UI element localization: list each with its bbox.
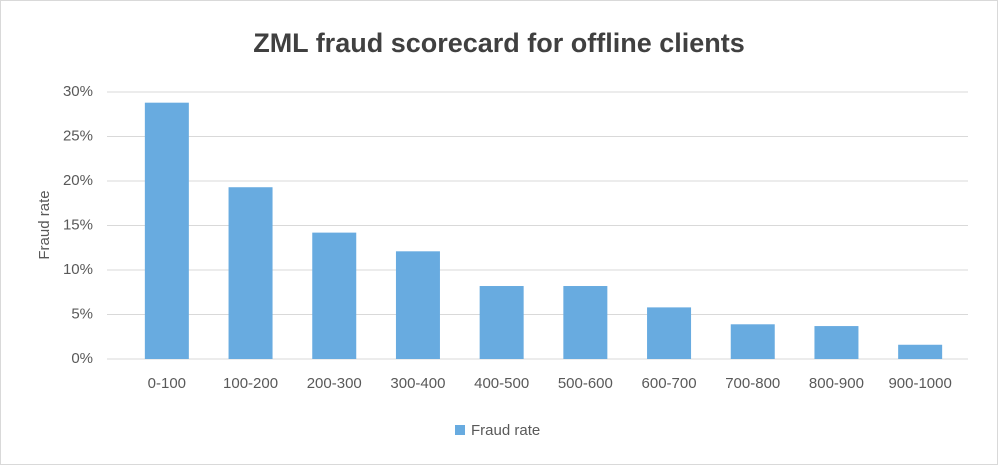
bar (479, 286, 524, 359)
bar (730, 324, 775, 359)
y-tick-label: 10% (63, 261, 93, 278)
bar (395, 251, 440, 359)
bar (228, 187, 273, 359)
bar (144, 102, 189, 360)
bar (647, 307, 692, 359)
y-tick-label: 0% (71, 350, 93, 367)
x-tick-label: 300-400 (390, 375, 445, 392)
x-tick-label: 200-300 (307, 375, 362, 392)
legend-label: Fraud rate (471, 422, 540, 439)
bar (814, 326, 859, 359)
y-tick-label: 25% (63, 127, 93, 144)
x-tick-label: 100-200 (223, 375, 278, 392)
x-tick-label: 700-800 (725, 375, 780, 392)
x-tick-label: 600-700 (642, 375, 697, 392)
x-tick-label: 500-600 (558, 375, 613, 392)
y-tick-label: 15% (63, 216, 93, 233)
y-tick-label: 30% (63, 83, 93, 100)
legend-swatch (455, 425, 465, 435)
y-tick-label: 5% (71, 305, 93, 322)
chart-title: ZML fraud scorecard for offline clients (253, 28, 745, 58)
bar (563, 286, 608, 359)
y-tick-label: 20% (63, 172, 93, 189)
x-tick-label: 0-100 (148, 375, 186, 392)
y-axis-label: Fraud rate (36, 190, 53, 259)
x-tick-label: 800-900 (809, 375, 864, 392)
x-tick-label: 900-1000 (888, 375, 951, 392)
x-tick-label: 400-500 (474, 375, 529, 392)
bar (898, 344, 943, 359)
bar (312, 232, 357, 359)
